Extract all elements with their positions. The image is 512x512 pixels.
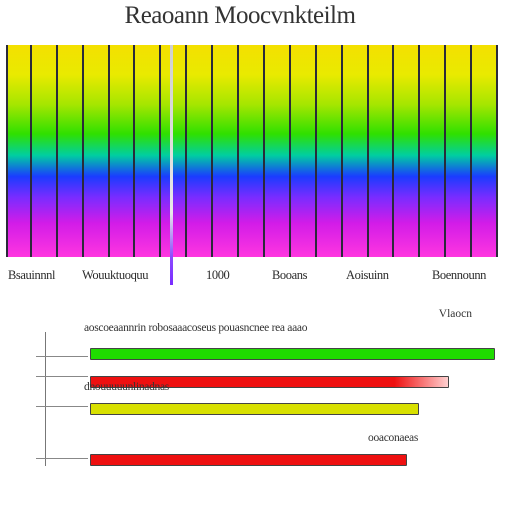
spectrum-band (110, 45, 136, 257)
bar-gridline (36, 458, 88, 459)
bar-note: ooaconaeas (368, 432, 418, 444)
spectrum-band (446, 45, 473, 257)
spectrum-band (32, 45, 58, 257)
spectrum-heatmap (6, 45, 498, 257)
spectrum-band (84, 45, 110, 257)
spectrum-band (213, 45, 240, 257)
bar-gridline (36, 356, 88, 357)
spectrum-band (161, 45, 188, 257)
spectrum-tick-label: Wouuktuoquu (82, 268, 149, 282)
bar-axis (45, 332, 46, 466)
spectrum-tick-label: 1000 (206, 268, 230, 282)
bar (90, 376, 449, 388)
bar-legend-label: Vlaocn (438, 308, 472, 320)
spectrum-tick-labels: Bsauinnnl Wouuktuoquu 1000 Booans Aoisuinn Bo… (0, 268, 512, 288)
spectrum-tick-label: Bsauinnnl (8, 268, 56, 282)
bar (90, 454, 407, 466)
spectrum-tick-label: Booans (272, 268, 308, 282)
chart-title: Reaoann Moocvnkteilm (124, 2, 356, 29)
bar-chart-header: aoscoeaannrin robosaaacoseus pouasncnee … (84, 322, 308, 334)
bar-gridline (36, 406, 88, 407)
spectrum-tick-label: Aoisuinn (346, 268, 389, 282)
spectrum-band (420, 45, 447, 257)
bar-gridline (36, 376, 88, 377)
spectrum-band (58, 45, 84, 257)
spectrum-band (394, 45, 421, 257)
spectrum-band (291, 45, 317, 257)
spectrum-band (187, 45, 214, 257)
spectrum-band (6, 45, 32, 257)
spectrum-divider (170, 45, 173, 285)
spectrum-tick-label: Boennounn (432, 268, 487, 282)
bar (90, 348, 495, 360)
spectrum-band (265, 45, 291, 257)
spectrum-band (135, 45, 162, 257)
spectrum-band (343, 45, 369, 257)
spectrum-band (369, 45, 395, 257)
spectrum-band (317, 45, 343, 257)
spectrum-band (239, 45, 265, 257)
spectrum-band (472, 45, 498, 257)
bar-note: dnouuuuunlinadnas (84, 381, 169, 393)
bar (90, 403, 419, 415)
